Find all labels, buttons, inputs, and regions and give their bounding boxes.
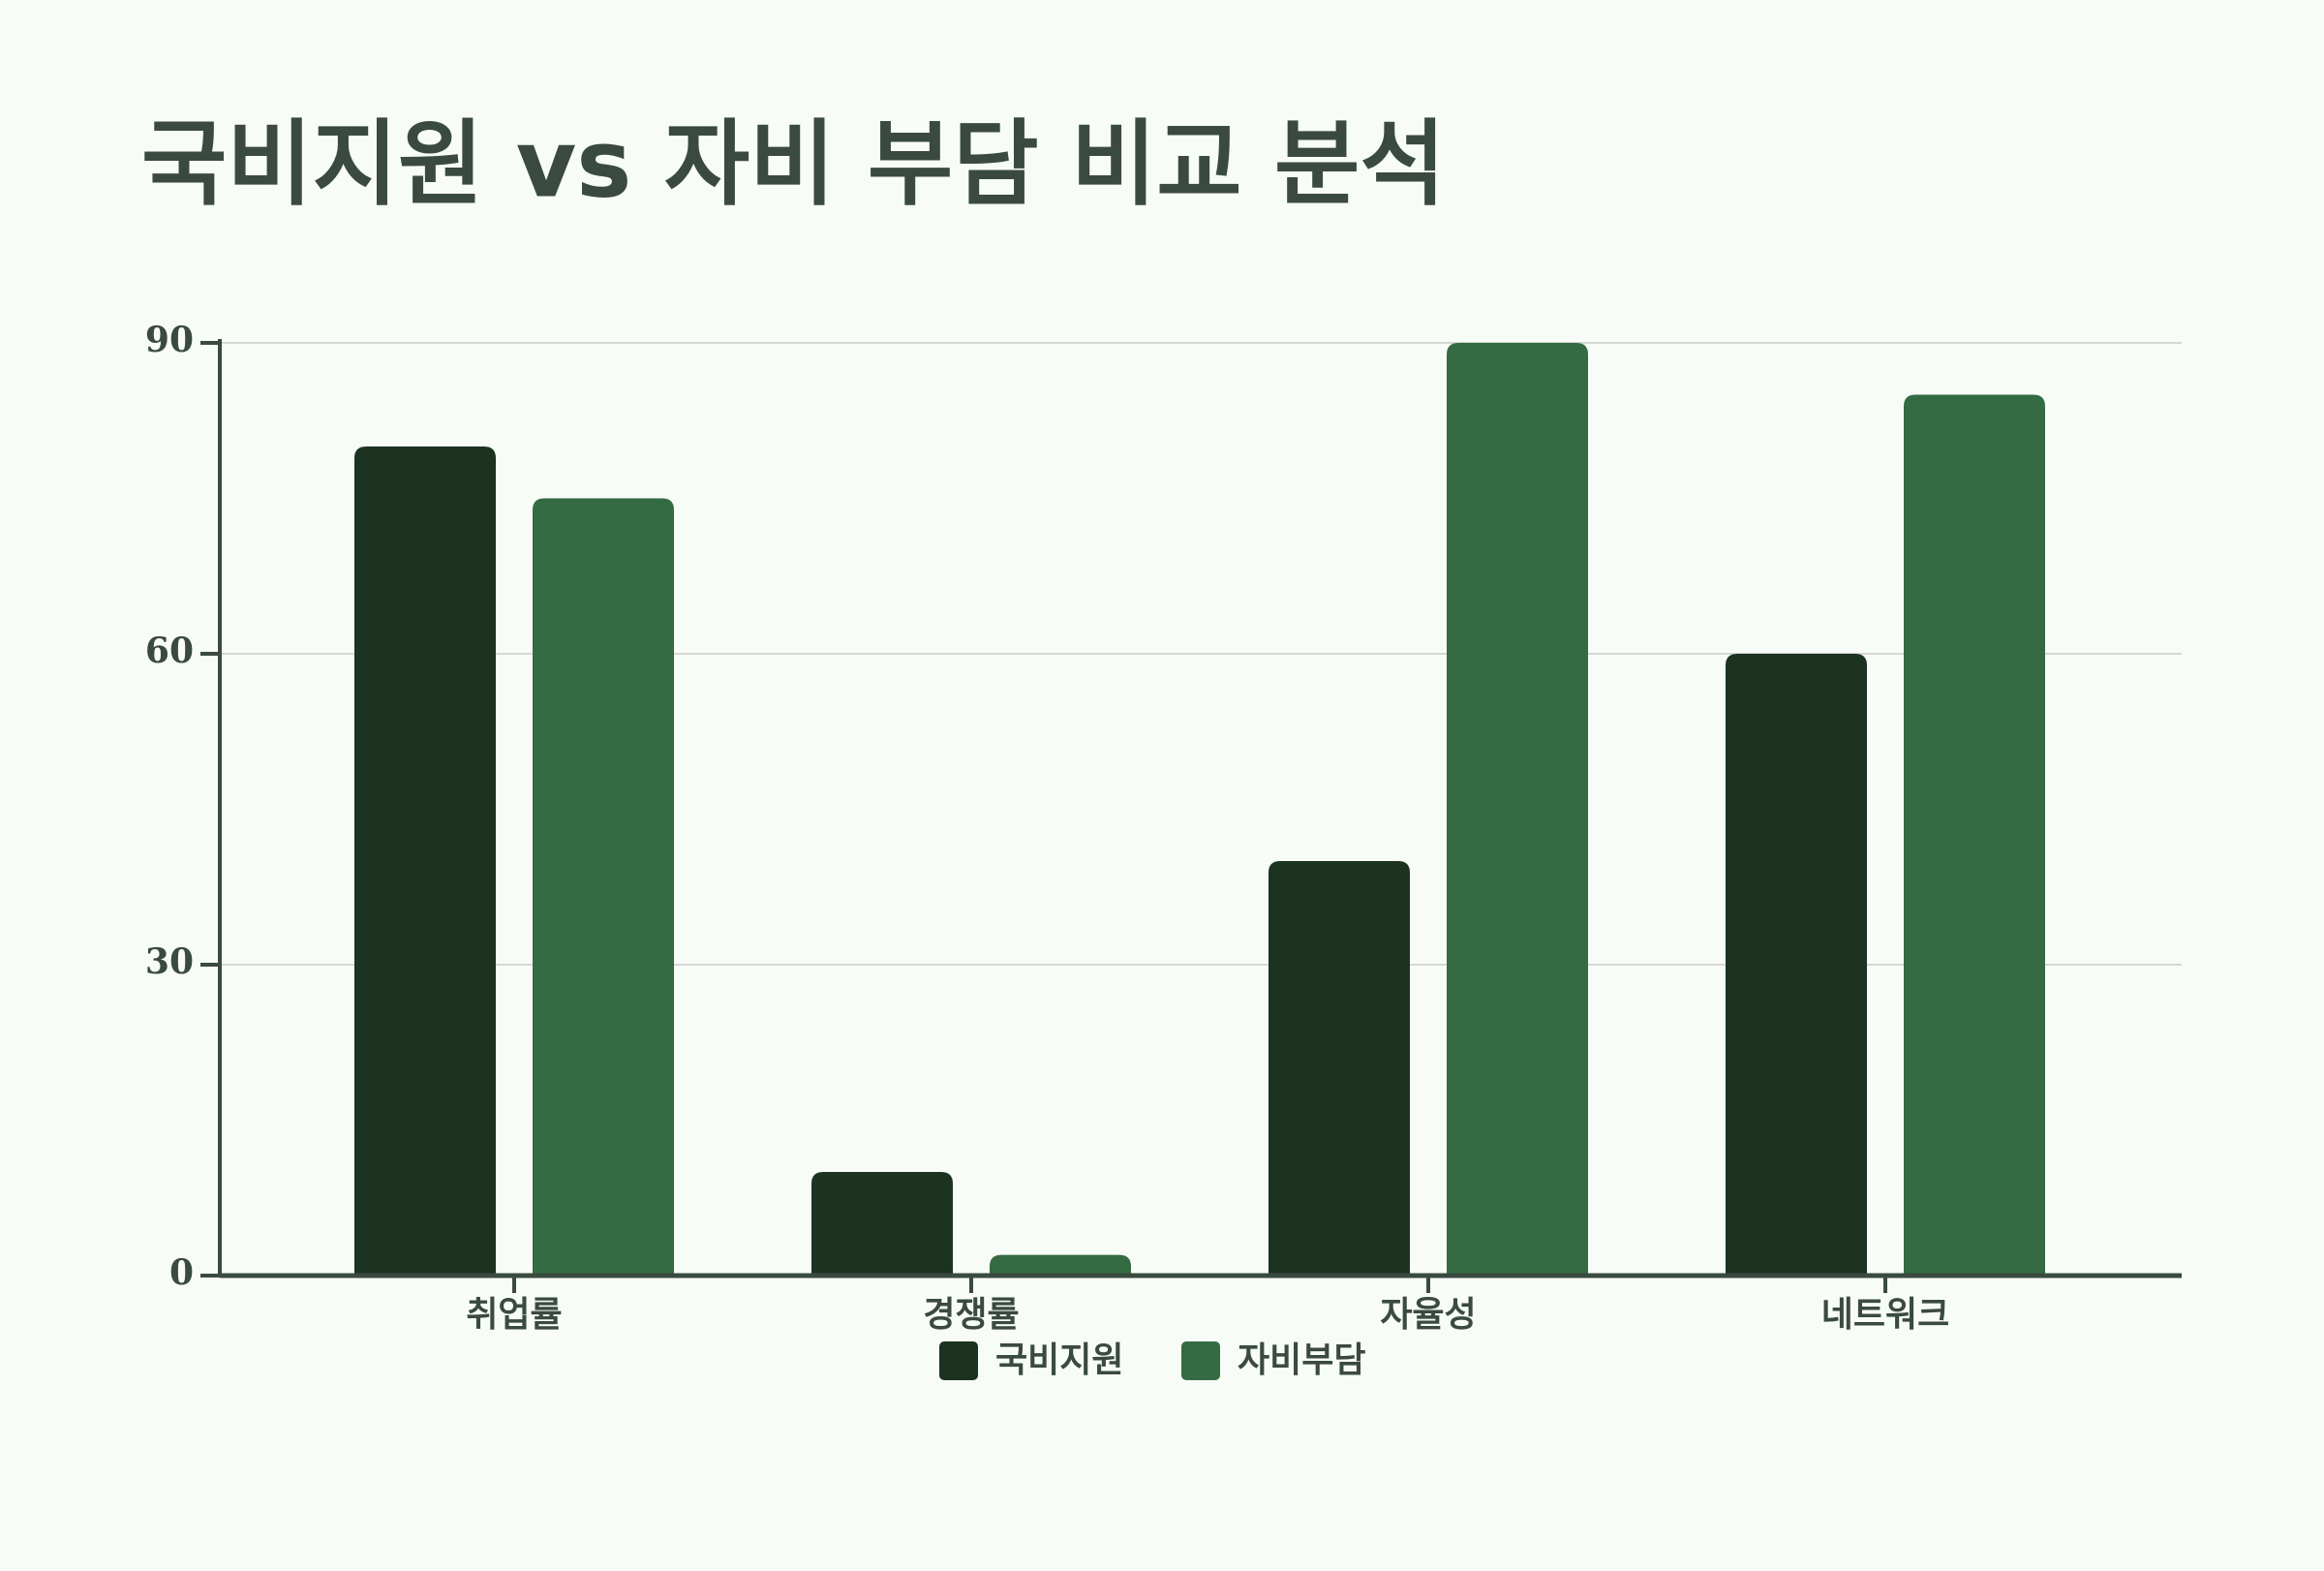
x-tick-label: 자율성 bbox=[1380, 1295, 1476, 1335]
bar bbox=[811, 1172, 953, 1276]
y-tick-label: 60 bbox=[145, 631, 194, 671]
bar bbox=[1269, 861, 1410, 1276]
bar bbox=[990, 1254, 1131, 1276]
legend-label: 국비지원 bbox=[995, 1340, 1123, 1380]
x-tick-label: 네트워크 bbox=[1821, 1295, 1949, 1335]
bar bbox=[533, 498, 674, 1276]
bar bbox=[1904, 394, 2045, 1276]
legend-swatch bbox=[939, 1341, 978, 1380]
y-tick-label: 0 bbox=[169, 1252, 194, 1293]
bar bbox=[1726, 654, 1867, 1276]
bar bbox=[354, 447, 496, 1276]
bar bbox=[1447, 343, 1588, 1276]
y-tick-label: 90 bbox=[145, 320, 194, 360]
x-tick-label: 경쟁률 bbox=[923, 1295, 1019, 1335]
legend-label: 자비부담 bbox=[1238, 1340, 1365, 1380]
y-tick-label: 30 bbox=[145, 941, 194, 982]
legend-swatch bbox=[1181, 1341, 1220, 1380]
chart-title: 국비지원 vs 자비 부담 비교 분석 bbox=[141, 109, 1446, 218]
x-tick-label: 취업률 bbox=[466, 1295, 562, 1335]
